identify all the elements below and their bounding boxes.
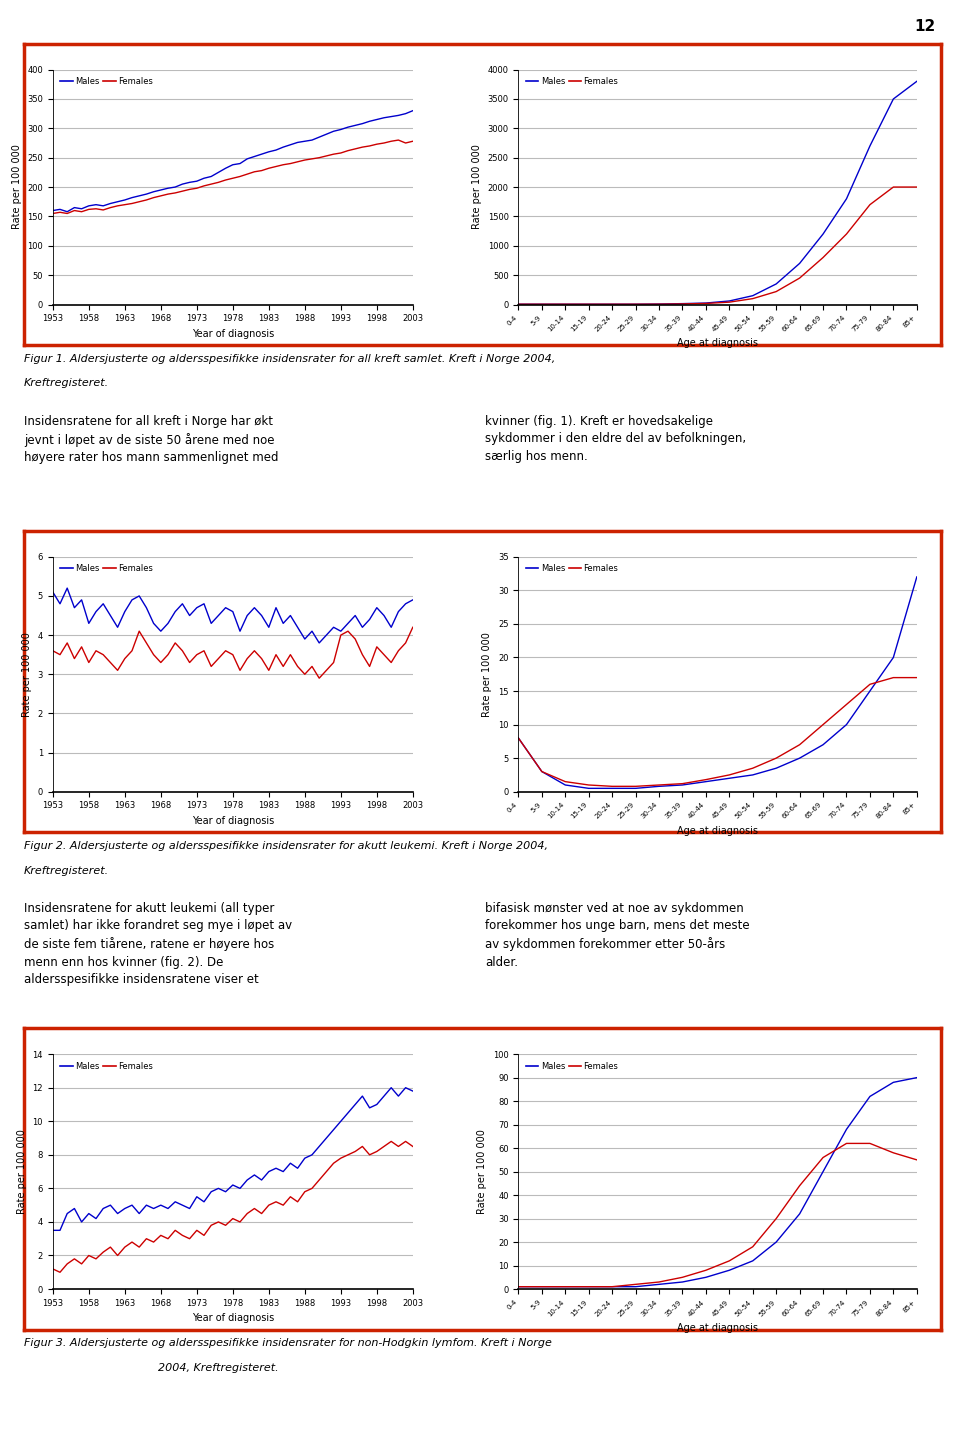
Y-axis label: Rate per 100 000: Rate per 100 000 — [22, 632, 32, 716]
Y-axis label: Rate per 100 000: Rate per 100 000 — [477, 1130, 488, 1214]
X-axis label: Year of diagnosis: Year of diagnosis — [192, 1314, 274, 1324]
Y-axis label: Rate per 100 000: Rate per 100 000 — [12, 145, 22, 229]
Text: 2004, Kreftregisteret.: 2004, Kreftregisteret. — [158, 1363, 279, 1373]
Text: kvinner (fig. 1). Kreft er hovedsakelige
sykdommer i den eldre del av befolkning: kvinner (fig. 1). Kreft er hovedsakelige… — [485, 415, 746, 463]
X-axis label: Year of diagnosis: Year of diagnosis — [192, 329, 274, 339]
Y-axis label: Rate per 100 000: Rate per 100 000 — [472, 145, 482, 229]
X-axis label: Age at diagnosis: Age at diagnosis — [677, 825, 758, 835]
Legend: Males, Females: Males, Females — [522, 561, 622, 577]
Legend: Males, Females: Males, Females — [57, 74, 156, 90]
X-axis label: Year of diagnosis: Year of diagnosis — [192, 816, 274, 826]
Text: Insidensratene for all kreft i Norge har økt
jevnt i løpet av de siste 50 årene : Insidensratene for all kreft i Norge har… — [24, 415, 278, 464]
Legend: Males, Females: Males, Females — [57, 1058, 156, 1074]
Text: 12: 12 — [915, 19, 936, 33]
Text: Kreftregisteret.: Kreftregisteret. — [24, 378, 109, 389]
Legend: Males, Females: Males, Females — [522, 1058, 622, 1074]
Text: Figur 2. Aldersjusterte og aldersspesifikke insidensrater for akutt leukemi. Kre: Figur 2. Aldersjusterte og aldersspesifi… — [24, 841, 548, 851]
Legend: Males, Females: Males, Females — [522, 74, 622, 90]
X-axis label: Age at diagnosis: Age at diagnosis — [677, 1322, 758, 1333]
Text: bifasisk mønster ved at noe av sykdommen
forekommer hos unge barn, mens det mest: bifasisk mønster ved at noe av sykdommen… — [485, 902, 750, 969]
Text: Insidensratene for akutt leukemi (all typer
samlet) har ikke forandret seg mye i: Insidensratene for akutt leukemi (all ty… — [24, 902, 292, 986]
Y-axis label: Rate per 100 000: Rate per 100 000 — [483, 632, 492, 716]
Text: Figur 1. Aldersjusterte og aldersspesifikke insidensrater for all kreft samlet. : Figur 1. Aldersjusterte og aldersspesifi… — [24, 354, 555, 364]
Text: Figur 3. Aldersjusterte og aldersspesifikke insidensrater for non-Hodgkin lymfom: Figur 3. Aldersjusterte og aldersspesifi… — [24, 1338, 552, 1349]
Text: Kreftregisteret.: Kreftregisteret. — [24, 866, 109, 876]
Legend: Males, Females: Males, Females — [57, 561, 156, 577]
X-axis label: Age at diagnosis: Age at diagnosis — [677, 338, 758, 348]
Y-axis label: Rate per 100 000: Rate per 100 000 — [17, 1130, 27, 1214]
